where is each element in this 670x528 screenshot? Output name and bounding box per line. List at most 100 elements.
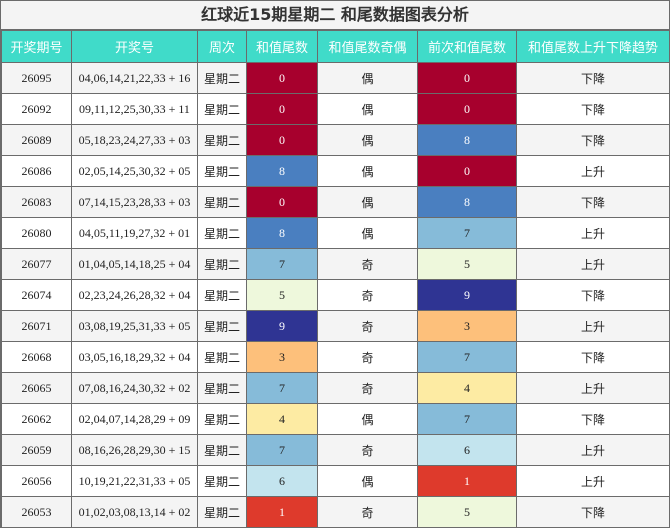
- cell-weekday: 星期二: [197, 217, 247, 249]
- cell-tail: 0: [246, 62, 318, 94]
- cell-trend: 上升: [516, 248, 670, 280]
- table-row: 26065 07,08,16,24,30,32 + 02 星期二 7 奇 4 上升: [1, 372, 670, 404]
- cell-tail: 4: [246, 403, 318, 435]
- cell-numbers: 04,06,14,21,22,33 + 16: [71, 62, 198, 94]
- cell-parity: 奇: [317, 496, 418, 528]
- cell-numbers: 03,08,19,25,31,33 + 05: [71, 310, 198, 342]
- cell-numbers: 02,04,07,14,28,29 + 09: [71, 403, 198, 435]
- table-row: 26053 01,02,03,08,13,14 + 02 星期二 1 奇 5 下降: [1, 496, 670, 528]
- cell-weekday: 星期二: [197, 93, 247, 125]
- table-row: 26056 10,19,21,22,31,33 + 05 星期二 6 偶 1 上升: [1, 465, 670, 497]
- cell-period: 26068: [1, 341, 72, 373]
- cell-tail: 7: [246, 372, 318, 404]
- cell-parity: 奇: [317, 434, 418, 466]
- cell-tail: 1: [246, 496, 318, 528]
- cell-prev-tail: 0: [417, 62, 517, 94]
- cell-period: 26077: [1, 248, 72, 280]
- cell-parity: 奇: [317, 310, 418, 342]
- cell-parity: 偶: [317, 217, 418, 249]
- table-row: 26068 03,05,16,18,29,32 + 04 星期二 3 奇 7 下降: [1, 341, 670, 373]
- cell-parity: 偶: [317, 155, 418, 187]
- cell-trend: 下降: [516, 341, 670, 373]
- cell-trend: 上升: [516, 434, 670, 466]
- cell-prev-tail: 3: [417, 310, 517, 342]
- header-numbers: 开奖号: [71, 30, 198, 63]
- cell-weekday: 星期二: [197, 465, 247, 497]
- cell-numbers: 10,19,21,22,31,33 + 05: [71, 465, 198, 497]
- cell-weekday: 星期二: [197, 372, 247, 404]
- table-row: 26083 07,14,15,23,28,33 + 03 星期二 0 偶 8 下降: [1, 186, 670, 218]
- cell-period: 26080: [1, 217, 72, 249]
- cell-trend: 下降: [516, 496, 670, 528]
- cell-prev-tail: 9: [417, 279, 517, 311]
- cell-period: 26059: [1, 434, 72, 466]
- table-row: 26074 02,23,24,26,28,32 + 04 星期二 5 奇 9 下降: [1, 279, 670, 311]
- table-row: 26080 04,05,11,19,27,32 + 01 星期二 8 偶 7 上升: [1, 217, 670, 249]
- cell-prev-tail: 1: [417, 465, 517, 497]
- cell-parity: 奇: [317, 279, 418, 311]
- table-row: 26077 01,04,05,14,18,25 + 04 星期二 7 奇 5 上升: [1, 248, 670, 280]
- cell-period: 26095: [1, 62, 72, 94]
- cell-weekday: 星期二: [197, 186, 247, 218]
- data-table: 开奖期号 开奖号 周次 和值尾数 和值尾数奇偶 前次和值尾数 和值尾数上升下降趋…: [1, 30, 670, 528]
- cell-tail: 8: [246, 217, 318, 249]
- cell-numbers: 08,16,26,28,29,30 + 15: [71, 434, 198, 466]
- cell-numbers: 04,05,11,19,27,32 + 01: [71, 217, 198, 249]
- cell-prev-tail: 5: [417, 496, 517, 528]
- cell-trend: 上升: [516, 310, 670, 342]
- cell-parity: 偶: [317, 124, 418, 156]
- cell-period: 26062: [1, 403, 72, 435]
- cell-prev-tail: 8: [417, 186, 517, 218]
- cell-parity: 偶: [317, 403, 418, 435]
- cell-numbers: 02,23,24,26,28,32 + 04: [71, 279, 198, 311]
- cell-period: 26065: [1, 372, 72, 404]
- cell-weekday: 星期二: [197, 496, 247, 528]
- cell-period: 26056: [1, 465, 72, 497]
- cell-numbers: 07,08,16,24,30,32 + 02: [71, 372, 198, 404]
- cell-numbers: 07,14,15,23,28,33 + 03: [71, 186, 198, 218]
- header-period: 开奖期号: [1, 30, 72, 63]
- cell-weekday: 星期二: [197, 155, 247, 187]
- cell-prev-tail: 7: [417, 341, 517, 373]
- header-trend: 和值尾数上升下降趋势: [516, 30, 670, 63]
- cell-tail: 0: [246, 124, 318, 156]
- table-row: 26071 03,08,19,25,31,33 + 05 星期二 9 奇 3 上升: [1, 310, 670, 342]
- header-tail: 和值尾数: [246, 30, 318, 63]
- cell-numbers: 02,05,14,25,30,32 + 05: [71, 155, 198, 187]
- table-row: 26086 02,05,14,25,30,32 + 05 星期二 8 偶 0 上升: [1, 155, 670, 187]
- cell-prev-tail: 0: [417, 155, 517, 187]
- cell-period: 26089: [1, 124, 72, 156]
- cell-trend: 上升: [516, 155, 670, 187]
- cell-parity: 偶: [317, 93, 418, 125]
- cell-parity: 奇: [317, 372, 418, 404]
- cell-tail: 7: [246, 248, 318, 280]
- cell-period: 26083: [1, 186, 72, 218]
- page-title: 红球近15期星期二 和尾数据图表分析: [1, 1, 669, 30]
- cell-tail: 0: [246, 186, 318, 218]
- cell-period: 26074: [1, 279, 72, 311]
- cell-trend: 上升: [516, 217, 670, 249]
- cell-tail: 3: [246, 341, 318, 373]
- cell-trend: 下降: [516, 93, 670, 125]
- cell-weekday: 星期二: [197, 124, 247, 156]
- cell-parity: 偶: [317, 186, 418, 218]
- cell-tail: 0: [246, 93, 318, 125]
- cell-numbers: 05,18,23,24,27,33 + 03: [71, 124, 198, 156]
- cell-weekday: 星期二: [197, 341, 247, 373]
- cell-parity: 偶: [317, 62, 418, 94]
- table-row: 26089 05,18,23,24,27,33 + 03 星期二 0 偶 8 下降: [1, 124, 670, 156]
- cell-parity: 奇: [317, 248, 418, 280]
- cell-tail: 5: [246, 279, 318, 311]
- table-row: 26095 04,06,14,21,22,33 + 16 星期二 0 偶 0 下降: [1, 62, 670, 94]
- cell-weekday: 星期二: [197, 434, 247, 466]
- cell-tail: 8: [246, 155, 318, 187]
- cell-trend: 下降: [516, 403, 670, 435]
- header-prev-tail: 前次和值尾数: [417, 30, 517, 63]
- cell-trend: 上升: [516, 372, 670, 404]
- cell-tail: 7: [246, 434, 318, 466]
- cell-weekday: 星期二: [197, 310, 247, 342]
- cell-numbers: 01,02,03,08,13,14 + 02: [71, 496, 198, 528]
- cell-trend: 下降: [516, 124, 670, 156]
- cell-numbers: 01,04,05,14,18,25 + 04: [71, 248, 198, 280]
